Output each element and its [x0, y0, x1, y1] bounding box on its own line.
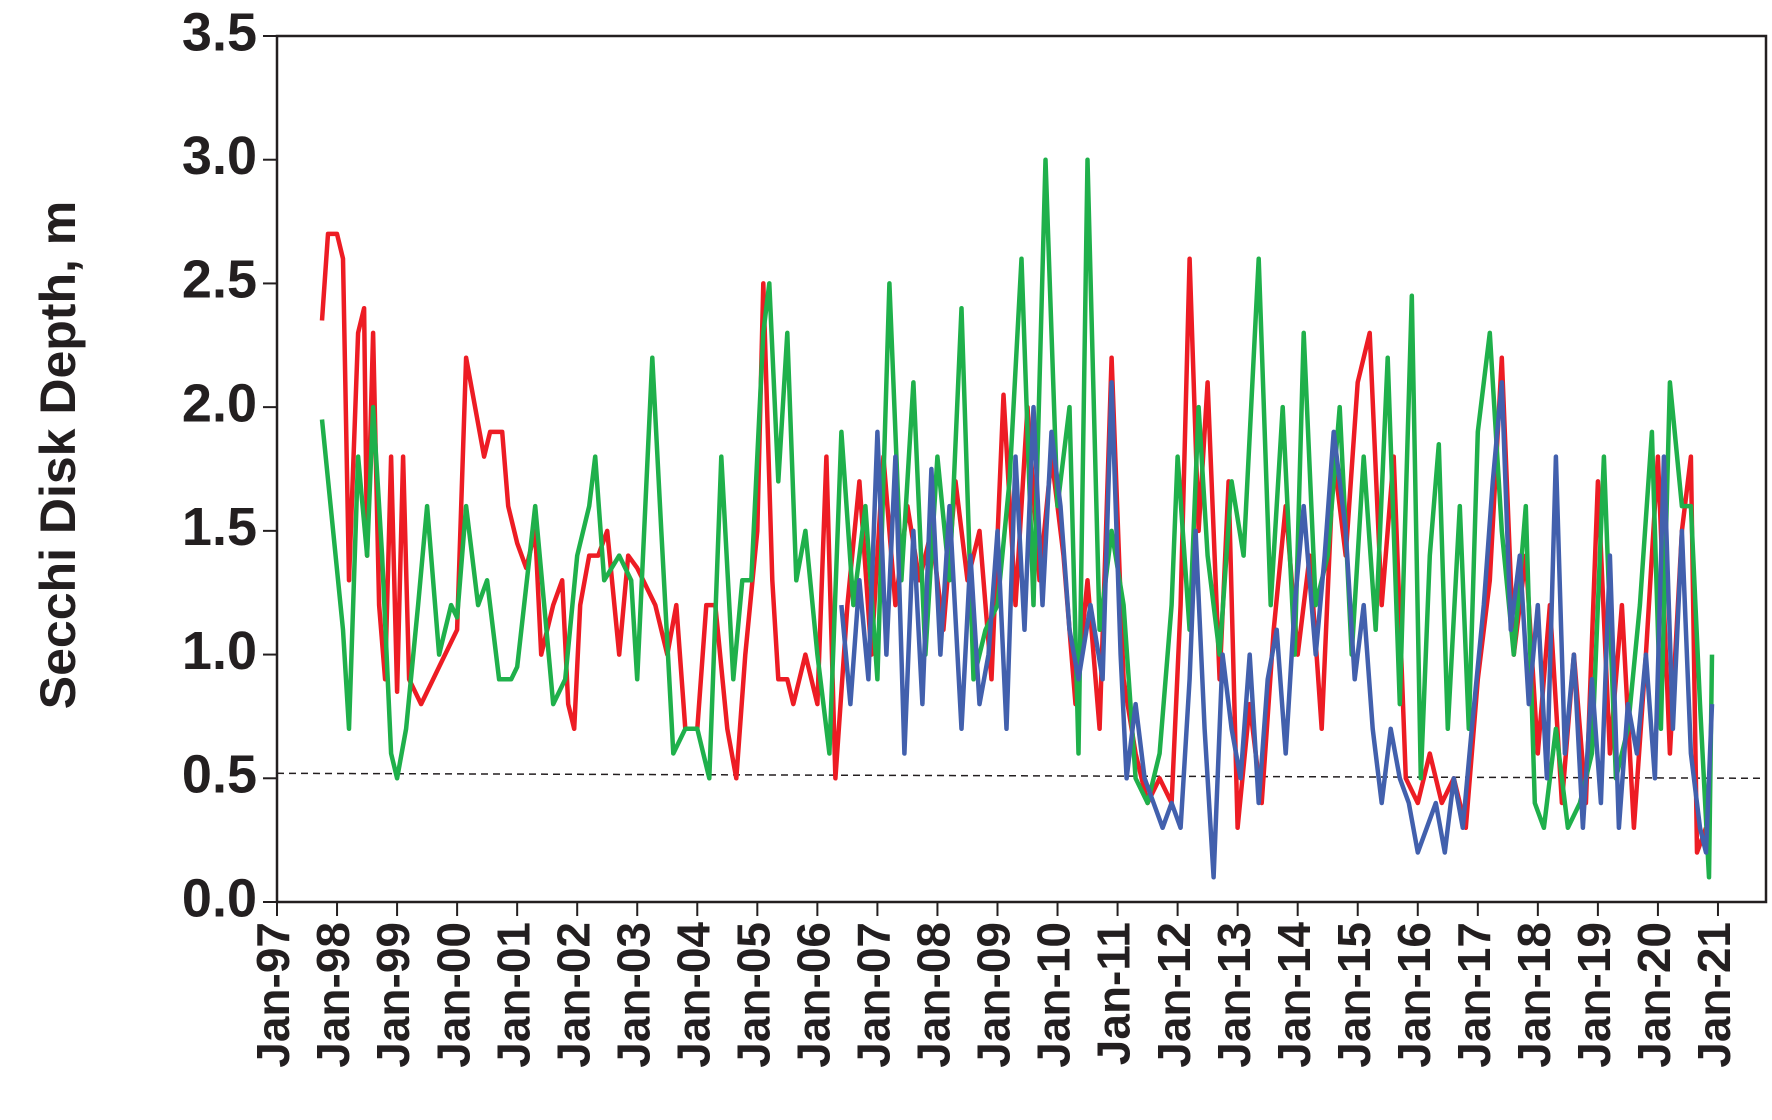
x-tick-label: Jan-98 — [307, 922, 359, 1068]
reference-line — [276, 772, 1767, 780]
x-tick-label: Jan-97 — [247, 922, 299, 1068]
y-tick-label: 3.0 — [182, 126, 257, 186]
y-tick-label: 2.5 — [182, 250, 257, 310]
x-tick-label: Jan-19 — [1568, 922, 1620, 1068]
y-tick-label: 0.5 — [182, 745, 257, 805]
series-line — [319, 157, 1715, 880]
y-tick-label: 1.0 — [182, 621, 257, 681]
x-tick-label: Jan-18 — [1508, 922, 1560, 1068]
x-tick-label: Jan-09 — [968, 922, 1020, 1068]
x-tick-label: Jan-12 — [1148, 922, 1200, 1068]
x-tick-label: Jan-17 — [1448, 922, 1500, 1068]
x-tick-label: Jan-11 — [1088, 922, 1140, 1065]
y-tick-label: 2.0 — [182, 373, 257, 433]
y-tick-label: 3.5 — [182, 2, 257, 62]
plot-frame — [275, 34, 1768, 904]
x-tick-label: Jan-02 — [547, 922, 599, 1068]
x-tick-label: Jan-01 — [487, 922, 539, 1068]
x-tick-label: Jan-14 — [1268, 922, 1320, 1068]
x-tick-label: Jan-06 — [788, 922, 840, 1068]
x-tick-label: Jan-21 — [1688, 922, 1740, 1068]
y-tick-label: 1.5 — [182, 497, 257, 557]
x-tick-label: Jan-05 — [727, 922, 779, 1068]
x-tick-label: Jan-99 — [367, 922, 419, 1068]
x-tick-label: Jan-20 — [1628, 922, 1680, 1068]
x-tick-label: Jan-15 — [1328, 922, 1380, 1068]
y-tick-label: 0.0 — [182, 868, 257, 928]
x-tick-label: Jan-04 — [667, 922, 719, 1068]
x-tick-label: Jan-07 — [848, 922, 900, 1068]
x-tick-label: Jan-03 — [607, 922, 659, 1068]
series-line — [839, 380, 1715, 880]
x-tick-label: Jan-13 — [1208, 922, 1260, 1068]
x-tick-label: Jan-10 — [1028, 922, 1080, 1068]
y-axis-label: Secchi Disk Depth, m — [30, 201, 86, 710]
x-tick-label: Jan-08 — [908, 922, 960, 1068]
x-tick-label: Jan-00 — [427, 922, 479, 1068]
x-tick-label: Jan-16 — [1388, 922, 1440, 1068]
